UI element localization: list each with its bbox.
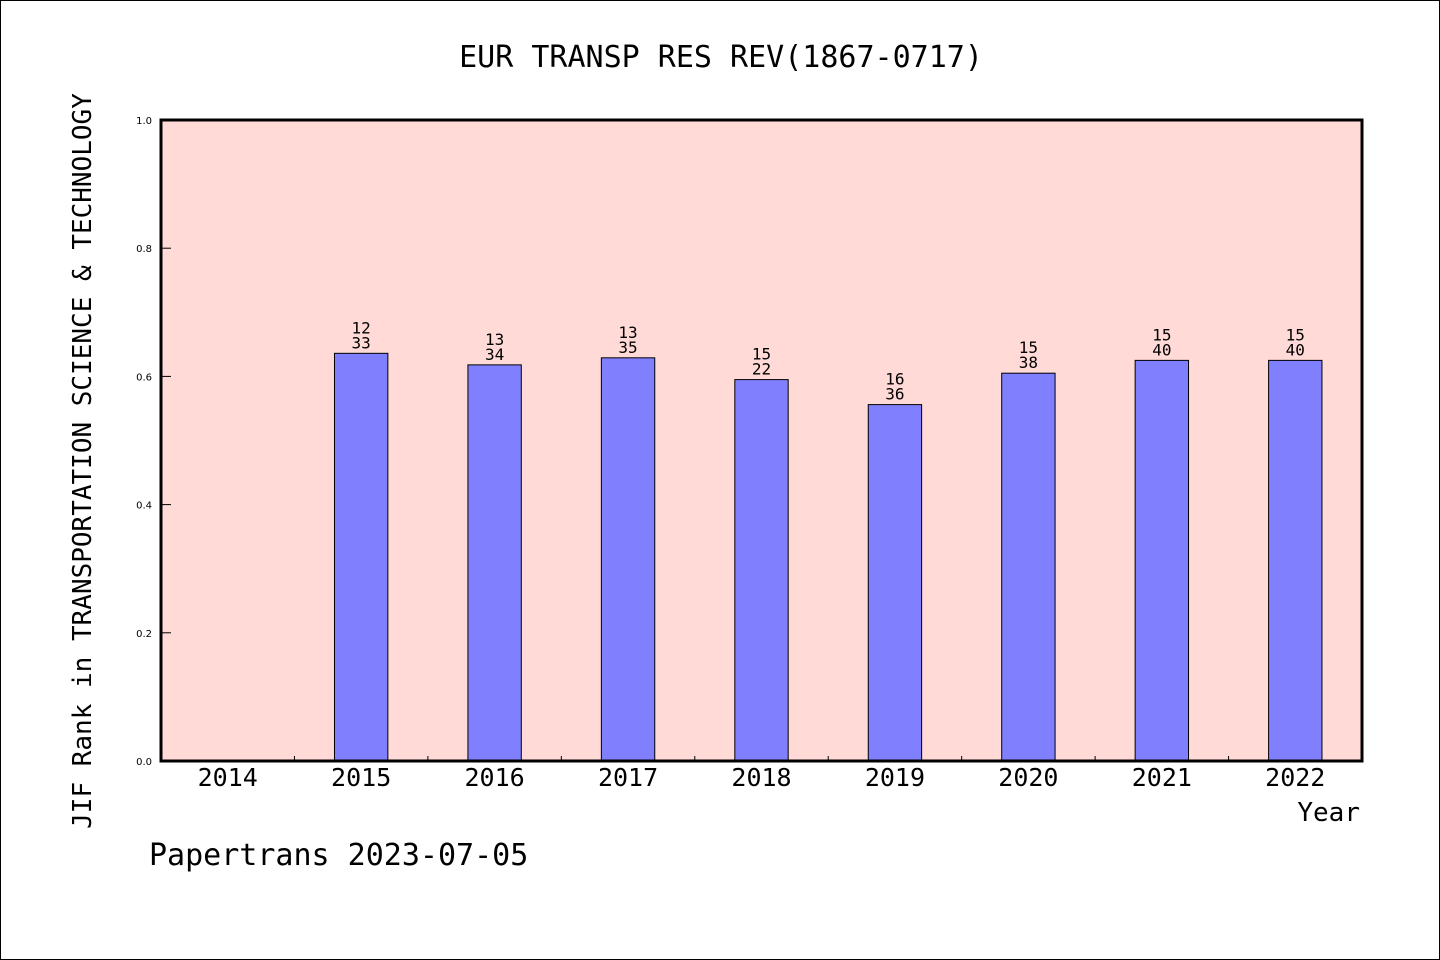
bar-2015 (333, 352, 389, 762)
y-tick-label-0.0: 0.0 (136, 757, 152, 768)
bar-2020 (1001, 372, 1056, 762)
x-tick-label-2021: 2021 (1132, 763, 1192, 792)
bar-2018 (734, 379, 789, 762)
y-tick-label-0.8: 0.8 (136, 244, 152, 255)
y-tick-label-0.4: 0.4 (136, 501, 152, 512)
bar-label-rank-2021: 15 (1152, 325, 1171, 344)
x-tick-label-2015: 2015 (331, 763, 391, 792)
bar-label-total-2016: 34 (485, 345, 504, 364)
bar-label-total-2015: 33 (352, 333, 371, 352)
bar-2021 (1134, 359, 1190, 762)
plot-frame (159, 118, 1364, 763)
bar-label-rank-2016: 13 (485, 330, 504, 349)
x-tick-label-2022: 2022 (1265, 763, 1325, 792)
bar-label-rank-2020: 15 (1019, 338, 1038, 357)
bar-label-rank-2022: 15 (1286, 325, 1305, 344)
bar-label-rank-2018: 15 (752, 345, 771, 364)
x-tick-label-2018: 2018 (731, 763, 791, 792)
bar-label-rank-2017: 13 (618, 323, 637, 342)
x-axis: 2014 2015 2016 2017 2018 2019 2020 2021 2022 (198, 756, 1325, 792)
y-tick-label-0.6: 0.6 (136, 372, 152, 383)
chart-title: EUR TRANSP RES REV(1867-0717) (459, 40, 983, 75)
bar-label-total-2019: 36 (885, 385, 904, 404)
bar-label-total-2022: 40 (1286, 340, 1305, 359)
bar-2019 (867, 404, 923, 762)
x-tick-label-2016: 2016 (465, 763, 525, 792)
x-tick-label-2014: 2014 (198, 763, 258, 792)
bar-label-total-2018: 22 (752, 360, 771, 379)
bar-label-rank-2019: 16 (885, 370, 904, 389)
y-tick-label-1.0: 1.0 (136, 116, 152, 127)
bars-layer (333, 352, 1323, 762)
bar-2017 (600, 357, 656, 762)
footer-source-date: Papertrans 2023-07-05 (149, 838, 528, 873)
bar-label-total-2020: 38 (1019, 353, 1038, 372)
x-tick-label-2020: 2020 (998, 763, 1058, 792)
y-tick-label-0.2: 0.2 (136, 629, 152, 640)
bar-label-total-2021: 40 (1152, 340, 1171, 359)
y-axis: 0.0 0.2 0.4 0.6 0.8 1.0 (136, 116, 171, 768)
bar-2016 (467, 364, 522, 762)
y-axis-label: JIF Rank in TRANSPORTATION SCIENCE & TEC… (68, 93, 98, 829)
x-axis-label: Year (1297, 798, 1360, 828)
bar-label-total-2017: 35 (618, 338, 637, 357)
x-tick-label-2017: 2017 (598, 763, 658, 792)
bar-label-rank-2015: 12 (352, 318, 371, 337)
x-tick-label-2019: 2019 (865, 763, 925, 792)
bar-2022 (1268, 359, 1323, 762)
